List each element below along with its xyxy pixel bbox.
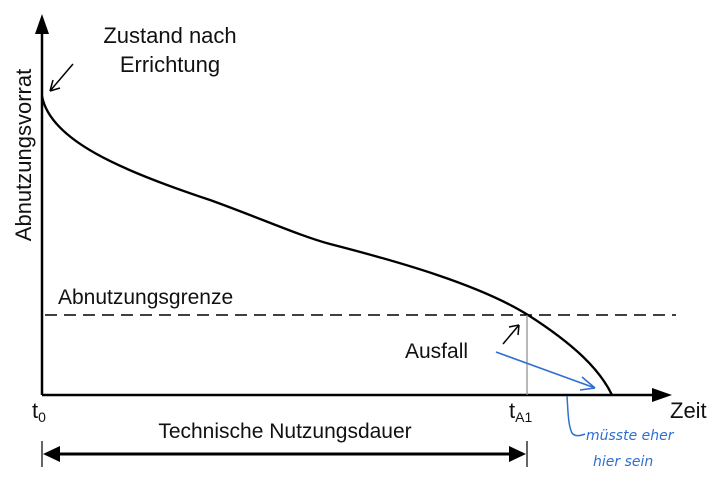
t0-sub: 0: [38, 409, 46, 425]
initial-state-label-line2: Errichtung: [120, 52, 220, 77]
x-axis-label: Zeit: [670, 398, 707, 423]
t0-main: t: [32, 398, 38, 423]
handwritten-bracket: [566, 395, 586, 437]
span-arrow-left-head: [43, 446, 60, 462]
handwritten-note-line1: müsste eher: [586, 428, 675, 444]
y-axis-label: Abnutzungsvorrat: [11, 69, 36, 241]
ta1-label: tA1: [509, 398, 532, 425]
span-label: Technische Nutzungsdauer: [158, 420, 411, 443]
x-axis-arrowhead: [652, 388, 672, 402]
initial-state-pointer-head: [49, 79, 61, 92]
initial-state-label-line1: Zustand nach: [103, 23, 236, 48]
ta1-main: t: [509, 398, 515, 423]
failure-label: Ausfall: [405, 340, 468, 363]
handwritten-correction-arrowhead: [579, 376, 596, 391]
t0-label: t0: [32, 398, 46, 425]
initial-state-pointer: [49, 63, 74, 92]
span-arrow-right-head: [509, 446, 526, 462]
handwritten-note-line2: hier sein: [593, 454, 653, 470]
ta1-sub: A1: [515, 409, 532, 425]
failure-pointer: [502, 324, 520, 345]
wear-reserve-curve: [40, 95, 614, 396]
handwritten-correction-arrow: [495, 351, 596, 389]
failure-pointer-head: [508, 324, 520, 336]
wear-limit-label: Abnutzungsgrenze: [58, 286, 233, 309]
y-axis-arrowhead: [35, 14, 49, 34]
